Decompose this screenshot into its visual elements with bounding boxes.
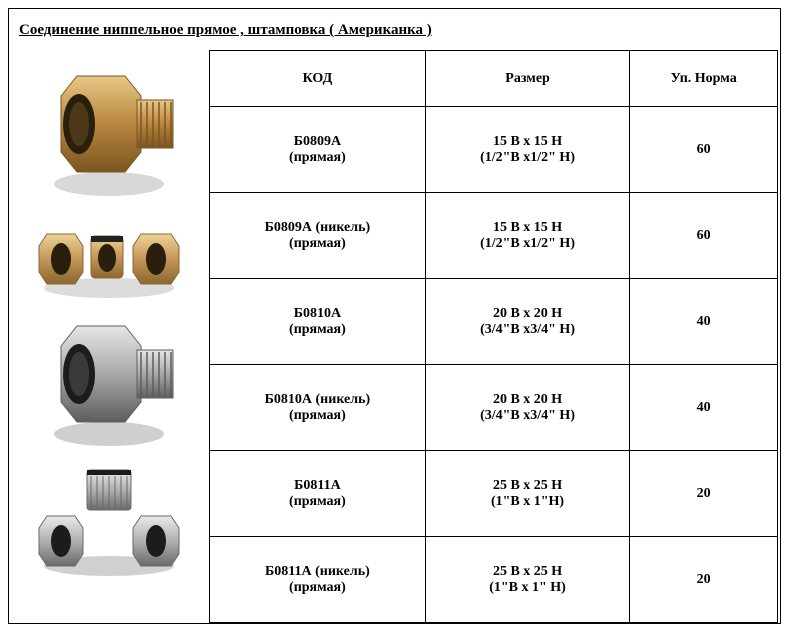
cell-norm: 40 bbox=[630, 365, 778, 451]
table-row: Б0809А (никель) (прямая) 15 В х 15 Н (1/… bbox=[210, 193, 778, 279]
spec-table: КОД Размер Уп. Норма Б0809А (прямая) 15 … bbox=[209, 50, 778, 623]
header-norm: Уп. Норма bbox=[630, 51, 778, 107]
cell-code: Б0811А (никель) (прямая) bbox=[210, 537, 426, 623]
header-size: Размер bbox=[425, 51, 629, 107]
product-image-nickel-assembled bbox=[29, 306, 189, 456]
cell-norm: 40 bbox=[630, 279, 778, 365]
product-image-nickel-parts bbox=[29, 456, 189, 586]
cell-norm: 20 bbox=[630, 537, 778, 623]
cell-code: Б0810А (никель) (прямая) bbox=[210, 365, 426, 451]
page-title: Соединение ниппельное прямое , штамповка… bbox=[19, 22, 432, 38]
cell-norm: 60 bbox=[630, 107, 778, 193]
cell-size: 15 В х 15 Н (1/2"В х1/2" Н) bbox=[425, 193, 629, 279]
cell-norm: 20 bbox=[630, 451, 778, 537]
cell-code: Б0811А (прямая) bbox=[210, 451, 426, 537]
cell-size: 20 В х 20 Н (3/4"В х3/4" Н) bbox=[425, 365, 629, 451]
cell-norm: 60 bbox=[630, 193, 778, 279]
cell-code: Б0810А (прямая) bbox=[210, 279, 426, 365]
cell-size: 25 В х 25 Н (1"В х 1" Н) bbox=[425, 537, 629, 623]
product-image-brass-assembled bbox=[29, 56, 189, 206]
cell-size: 25 В х 25 Н (1"В х 1"Н) bbox=[425, 451, 629, 537]
table-column: КОД Размер Уп. Норма Б0809А (прямая) 15 … bbox=[209, 50, 780, 622]
table-row: Б0811А (никель) (прямая) 25 В х 25 Н (1"… bbox=[210, 537, 778, 623]
table-row: Б0811А (прямая) 25 В х 25 Н (1"В х 1"Н) … bbox=[210, 451, 778, 537]
table-row: Б0810А (прямая) 20 В х 20 Н (3/4"В х3/4"… bbox=[210, 279, 778, 365]
document-frame: Соединение ниппельное прямое , штамповка… bbox=[8, 8, 781, 624]
cell-code: Б0809А (никель) (прямая) bbox=[210, 193, 426, 279]
table-row: Б0810А (никель) (прямая) 20 В х 20 Н (3/… bbox=[210, 365, 778, 451]
header-code: КОД bbox=[210, 51, 426, 107]
cell-size: 15 В х 15 Н (1/2"В х1/2" Н) bbox=[425, 107, 629, 193]
product-image-brass-parts bbox=[29, 206, 189, 306]
content-area: КОД Размер Уп. Норма Б0809А (прямая) 15 … bbox=[9, 50, 780, 622]
cell-size: 20 В х 20 Н (3/4"В х3/4" Н) bbox=[425, 279, 629, 365]
image-column bbox=[9, 50, 209, 622]
cell-code: Б0809А (прямая) bbox=[210, 107, 426, 193]
table-row: Б0809А (прямая) 15 В х 15 Н (1/2"В х1/2"… bbox=[210, 107, 778, 193]
table-header-row: КОД Размер Уп. Норма bbox=[210, 51, 778, 107]
title-bar: Соединение ниппельное прямое , штамповка… bbox=[9, 9, 780, 50]
